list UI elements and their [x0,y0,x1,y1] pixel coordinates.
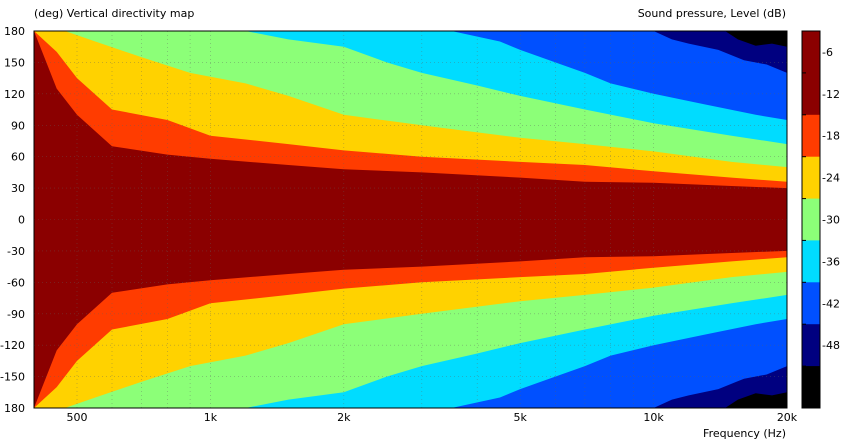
x-tick-label: 10k [643,411,664,424]
grid-lines [34,31,787,408]
x-tick-label: 2k [337,411,351,424]
heatmap-band-lower-6 [725,392,787,408]
heatmap-band-upper-4 [451,31,787,120]
y-axis-ticks: 180 150 120 90 60 30 0 -30 -60 -90 -120 -150 180 [0,25,25,415]
y-tick-label: 180 [4,402,25,415]
plot-frame [33,30,788,409]
y-tick-label: 30 [11,182,25,195]
y-tick-label: 90 [11,119,25,132]
colorbar-title: Sound pressure, Level (dB) [638,7,786,20]
colorbar-swatch [802,198,820,241]
colorbar-tick-label: -18 [822,130,840,143]
colorbar-swatch [802,282,820,325]
heatmap-band-lower-4 [451,319,787,408]
y-tick-label: 0 [18,214,25,227]
colorbar-tick-label: -24 [822,172,840,185]
x-tick-label: 1k [204,411,218,424]
y-tick-label: -120 [0,339,25,352]
colorbar-tick-label: -48 [822,339,840,352]
colorbar-swatch [802,114,820,158]
colorbar-swatch [802,324,820,367]
x-axis-ticks: 500 1k 2k 5k 10k 20k [67,411,798,424]
colorbar-tick-label: -6 [822,46,833,59]
colorbar: -6 -12 -18 -24 -30 -36 -42 -48 [801,30,840,409]
colorbar-swatch [802,366,820,409]
colorbar-swatch [802,156,820,200]
y-tick-label: -60 [7,276,25,289]
colorbar-frame [801,30,821,409]
x-tick-label: 5k [514,411,528,424]
y-tick-label: -150 [0,371,25,384]
colorbar-tick-label: -12 [822,88,840,101]
colorbar-swatch [802,31,820,74]
y-tick-label: 60 [11,151,25,164]
heatmap-band-upper-6 [725,31,787,47]
x-tick-label: 500 [67,411,88,424]
chart-title: (deg) Vertical directivity map [34,7,194,20]
colorbar-swatch [802,240,820,283]
y-tick-label: -30 [7,245,25,258]
y-tick-label: 150 [4,56,25,69]
y-tick-label: 180 [4,25,25,38]
x-axis-label: Frequency (Hz) [703,427,786,440]
colorbar-tick-label: -30 [822,214,840,227]
y-tick-label: -90 [7,308,25,321]
heatmap-plot-area [34,31,787,408]
x-tick-label: 20k [777,411,798,424]
colorbar-tick-label: -36 [822,255,840,268]
colorbar-tick-label: -42 [822,297,840,310]
y-tick-label: 120 [4,88,25,101]
colorbar-swatch [802,72,820,116]
